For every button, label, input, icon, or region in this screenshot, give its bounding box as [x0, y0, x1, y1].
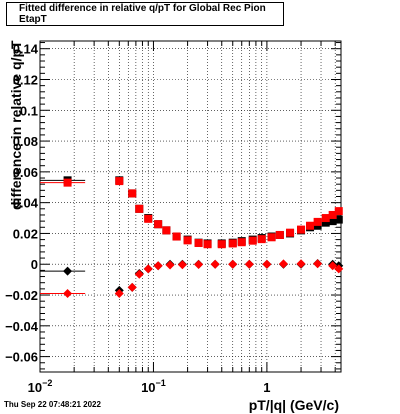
y-tick-label: −0.04 [5, 319, 39, 334]
y-tick-label: −0.06 [5, 350, 38, 365]
square-marker [257, 235, 266, 244]
y-tick-label: 0.06 [13, 165, 38, 180]
plot-frame [39, 40, 342, 373]
diamond-marker [228, 259, 238, 269]
square-marker [275, 230, 284, 239]
y-tick-label: 0.04 [13, 196, 39, 211]
diamond-marker [334, 264, 344, 274]
square-marker [63, 178, 72, 187]
square-marker [128, 189, 137, 198]
chart-title-box: Fitted difference in relative q/pT for G… [6, 2, 284, 26]
series-3 [40, 259, 344, 298]
diamond-marker [177, 260, 187, 270]
chart-title: Fitted difference in relative q/pT for G… [19, 3, 266, 25]
y-tick-label: 0.12 [13, 72, 38, 87]
square-marker [306, 221, 315, 230]
y-tick-label: 0.02 [13, 226, 38, 241]
square-marker [267, 233, 276, 242]
square-marker [286, 228, 295, 237]
diamond-marker [194, 260, 204, 270]
x-tick-label: 10−2 [28, 378, 53, 395]
diamond-marker [114, 288, 124, 298]
tick-labels: 0.14 0.12 0.1 0.08 0.06 0.04 0.02 0 −0.02 −0.04 −0… [5, 42, 270, 395]
square-marker [297, 225, 306, 234]
square-marker [237, 238, 246, 247]
square-marker [248, 236, 257, 245]
square-marker [321, 214, 330, 223]
x-tick-label: 10−1 [141, 378, 166, 395]
series-1 [40, 177, 343, 249]
diamond-marker [134, 269, 144, 279]
square-marker [313, 217, 322, 226]
x-tick-label: 1 [263, 380, 270, 395]
diamond-marker [143, 264, 153, 274]
grid-lines [39, 41, 341, 372]
y-tick-label: 0.1 [20, 103, 38, 118]
diamond-marker [165, 260, 175, 270]
y-tick-label: 0.14 [13, 42, 39, 57]
diamond-marker [313, 259, 323, 269]
square-marker [144, 214, 153, 223]
diamond-marker [262, 259, 272, 269]
square-marker [203, 240, 212, 249]
square-marker [328, 210, 337, 219]
y-tick-label: 0 [31, 257, 38, 272]
square-marker [321, 218, 330, 227]
square-marker [135, 204, 144, 213]
diamond-marker [153, 261, 163, 271]
y-tick-label: −0.02 [5, 288, 38, 303]
square-marker [328, 217, 337, 226]
square-marker [162, 226, 171, 235]
diamond-marker [296, 259, 306, 269]
square-marker [334, 207, 343, 216]
square-marker [154, 220, 163, 229]
axis-ticks [39, 41, 341, 372]
square-marker [228, 239, 237, 248]
diamond-marker [210, 259, 220, 269]
timestamp: Thu Sep 22 07:48:21 2022 [4, 400, 101, 409]
series-layer [40, 176, 344, 298]
diamond-marker [244, 259, 254, 269]
square-marker [194, 238, 203, 247]
square-marker [115, 177, 124, 186]
diamond-marker [63, 266, 73, 276]
diamond-marker [278, 259, 288, 269]
square-marker [172, 232, 181, 241]
diamond-marker [328, 261, 338, 271]
diamond-marker [127, 282, 137, 292]
square-marker [183, 236, 192, 245]
y-tick-label: 0.08 [13, 134, 38, 149]
diamond-marker [63, 288, 73, 298]
square-marker [217, 240, 226, 249]
square-marker [334, 215, 343, 224]
y-axis-title: difference in relative q/pT [8, 40, 24, 210]
x-axis-title: pT/|q| (GeV/c) [249, 397, 339, 413]
